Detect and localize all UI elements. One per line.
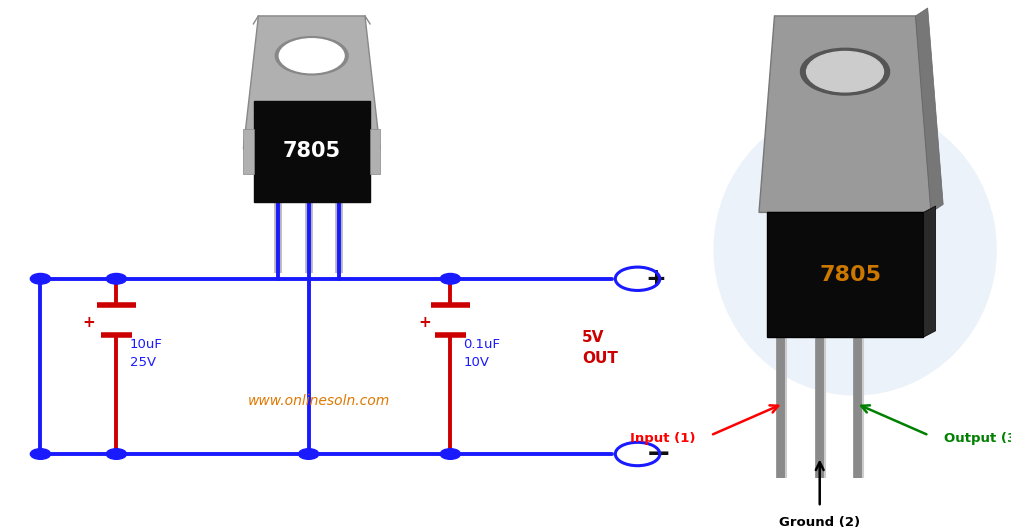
Text: 7805: 7805: [818, 265, 881, 285]
Polygon shape: [922, 206, 935, 337]
Polygon shape: [758, 16, 930, 212]
Text: Input (1): Input (1): [629, 432, 695, 444]
Circle shape: [440, 449, 460, 459]
Text: 10uF
25V: 10uF 25V: [129, 338, 162, 369]
Text: 5V
OUT: 5V OUT: [581, 330, 617, 366]
Circle shape: [106, 273, 126, 284]
Circle shape: [106, 449, 126, 459]
FancyBboxPatch shape: [766, 212, 922, 337]
Polygon shape: [243, 16, 380, 149]
Circle shape: [30, 449, 51, 459]
Text: +: +: [419, 315, 431, 330]
FancyBboxPatch shape: [253, 101, 370, 202]
Text: 0.1uF
10V: 0.1uF 10V: [463, 338, 500, 369]
Text: Output (3): Output (3): [943, 432, 1011, 444]
Bar: [243, 129, 253, 174]
Text: −: −: [645, 440, 670, 468]
Text: +: +: [645, 267, 666, 291]
Circle shape: [279, 39, 344, 73]
Polygon shape: [915, 8, 942, 212]
Circle shape: [806, 52, 883, 92]
Text: 7805: 7805: [282, 141, 341, 161]
Bar: [370, 129, 380, 174]
Circle shape: [800, 48, 889, 95]
Circle shape: [275, 37, 348, 75]
Ellipse shape: [713, 104, 996, 396]
Text: Ground (2): Ground (2): [778, 516, 859, 529]
Circle shape: [298, 449, 318, 459]
Text: +: +: [83, 315, 95, 330]
Text: www.onlinesoln.com: www.onlinesoln.com: [248, 394, 389, 408]
Circle shape: [440, 273, 460, 284]
Circle shape: [30, 273, 51, 284]
